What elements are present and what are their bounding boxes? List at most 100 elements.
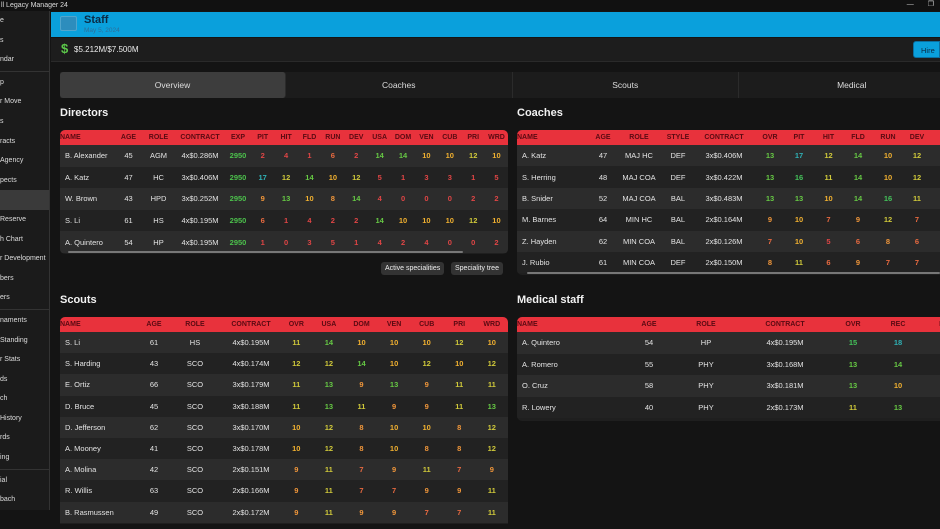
- column-header-role[interactable]: ROLE: [142, 130, 175, 145]
- sidebar-item[interactable]: naments: [0, 316, 27, 324]
- column-header-p[interactable]: P: [916, 317, 940, 332]
- table-row[interactable]: A. Quintero 54 HP 4x$0.195M 15 18: [517, 332, 940, 354]
- column-header-pit[interactable]: PIT: [251, 130, 275, 145]
- tab-medical[interactable]: Medical: [739, 72, 940, 98]
- sidebar-item[interactable]: ers: [0, 294, 10, 302]
- column-header-contract[interactable]: CONTRACT: [175, 130, 225, 145]
- column-header-rec[interactable]: REC: [880, 317, 916, 332]
- table-row[interactable]: W. Brown 43 HPD 3x$0.252M 2950 9 13 10 8 14 4 0 0 0 2 2: [60, 188, 508, 210]
- column-header-name[interactable]: NAME: [60, 130, 115, 145]
- sidebar-item[interactable]: r Development: [0, 255, 46, 263]
- column-header-usa[interactable]: USA: [367, 130, 392, 145]
- table-row[interactable]: A. Molina 42 SCO 2x$0.151M 9 11 7 9 11 7 9: [60, 459, 508, 481]
- column-header-ovr[interactable]: OVR: [280, 317, 313, 332]
- column-header-ven[interactable]: VEN: [414, 130, 439, 145]
- sidebar-item[interactable]: pects: [0, 176, 17, 184]
- column-header-hit[interactable]: HIT: [814, 130, 843, 145]
- column-header-age[interactable]: AGE: [115, 130, 142, 145]
- table-row[interactable]: S. Harding 43 SCO 4x$0.174M 12 12 14 10 12 10 12: [60, 353, 508, 375]
- sidebar-item[interactable]: ndar: [0, 56, 15, 64]
- table-row[interactable]: S. Li 61 HS 4x$0.195M 11 14 10 10 10 12 10: [60, 332, 508, 354]
- column-header-age[interactable]: AGE: [592, 130, 614, 145]
- column-header-run[interactable]: RUN: [321, 130, 345, 145]
- column-header-exp[interactable]: EXP: [225, 130, 251, 145]
- column-header-contract[interactable]: CONTRACT: [692, 130, 756, 145]
- column-header-style[interactable]: STYLE: [664, 130, 692, 145]
- column-header-hit[interactable]: HIT: [274, 130, 298, 145]
- sidebar-item[interactable]: ial: [0, 476, 8, 484]
- active-specialities-button[interactable]: Active specialities: [381, 262, 445, 275]
- column-header-pri[interactable]: PRI: [461, 130, 485, 145]
- column-header-name[interactable]: NAME: [517, 317, 630, 332]
- column-header-dom[interactable]: DOM: [391, 130, 415, 145]
- table-row[interactable]: A. Romero 55 PHY 3x$0.168M 13 14: [517, 353, 940, 375]
- column-header-role[interactable]: ROLE: [668, 317, 744, 332]
- column-header-run[interactable]: RUN: [873, 130, 903, 145]
- table-row[interactable]: D. Bruce 45 SCO 3x$0.188M 11 13 11 9 9 11 13: [60, 395, 508, 417]
- table-row[interactable]: A. Katz 47 HC 3x$0.406M 2950 17 12 14 10 12 5 1 3 3 1 5: [60, 166, 508, 189]
- table-row[interactable]: B. Snider 52 MAJ COA BAL 3x$0.483M 13 13 10 14 16…: [517, 187, 940, 210]
- table-row[interactable]: S. Herring 48 MAJ COA DEF 3x$0.422M 13 16 11 14 1…: [517, 166, 940, 188]
- column-header-wrd[interactable]: WRD: [484, 130, 508, 145]
- sidebar-item[interactable]: r Stats: [0, 356, 21, 364]
- sidebar-item[interactable]: Standing: [0, 336, 28, 344]
- column-header-usa[interactable]: USA: [312, 317, 346, 332]
- sidebar-item[interactable]: History: [0, 414, 22, 422]
- column-header-name[interactable]: NAME: [60, 317, 140, 332]
- sidebar-item[interactable]: p: [0, 78, 4, 86]
- column-header-ovr[interactable]: OVR: [756, 130, 784, 145]
- sidebar-item[interactable]: rds: [0, 434, 10, 442]
- column-header-age[interactable]: AGE: [140, 317, 168, 332]
- column-header-cub[interactable]: CUB: [438, 130, 462, 145]
- sidebar-item[interactable]: ch: [0, 395, 8, 403]
- sidebar-item[interactable]: s: [0, 36, 4, 44]
- column-header-name[interactable]: NAME: [517, 130, 592, 145]
- sidebar-item[interactable]: ing: [0, 454, 10, 462]
- table-row[interactable]: A. Katz 47 MAJ HC DEF 3x$0.406M 13 17 12 14 10 12: [517, 145, 940, 167]
- table-row[interactable]: B. Alexander 45 AGM 4x$0.286M 2950 2 4 1 6 2 14 14 1…: [60, 145, 508, 167]
- maximize-icon[interactable]: ❐: [927, 1, 934, 8]
- column-header-role[interactable]: ROLE: [168, 317, 222, 332]
- column-header-age[interactable]: AGE: [630, 317, 668, 332]
- sidebar-item[interactable]: Reserve: [0, 215, 27, 223]
- table-row[interactable]: R. Willis 63 SCO 2x$0.166M 9 11 7 7 9 9 11: [60, 480, 508, 502]
- table-row[interactable]: J. Rubio 61 MIN COA DEF 2x$0.150M 8 11 6 9 7 7: [517, 251, 940, 274]
- sidebar-item[interactable]: Agency: [0, 157, 24, 165]
- column-header-fld[interactable]: FLD: [843, 130, 873, 145]
- sidebar-item[interactable]: r Move: [0, 98, 22, 106]
- column-header-cub[interactable]: CUB: [410, 317, 443, 332]
- sidebar-item[interactable]: e: [0, 17, 4, 24]
- hire-button[interactable]: Hire: [913, 41, 940, 58]
- column-header-ven[interactable]: VEN: [377, 317, 411, 332]
- table-row[interactable]: A. Mooney 41 SCO 3x$0.178M 10 12 8 10 8 8 12: [60, 437, 508, 460]
- sidebar-item[interactable]: [0, 190, 49, 210]
- table-row[interactable]: O. Cruz 58 PHY 3x$0.181M 13 10: [517, 375, 940, 397]
- column-header-fld[interactable]: FLD: [297, 130, 322, 145]
- table-row[interactable]: Z. Hayden 62 MIN COA BAL 2x$0.126M 7 10 5 6 8 6: [517, 230, 940, 252]
- column-header-contract[interactable]: CONTRACT: [222, 317, 280, 332]
- column-header-role[interactable]: ROLE: [614, 130, 664, 145]
- directors-scrollbar[interactable]: [68, 251, 463, 253]
- minimize-icon[interactable]: —: [906, 1, 914, 8]
- sidebar-item[interactable]: racts: [0, 137, 16, 145]
- table-row[interactable]: M. Barnes 64 MIN HC BAL 2x$0.164M 9 10 7 9 12 7: [517, 209, 940, 231]
- table-row[interactable]: A. Quintero 54 HP 4x$0.195M 2950 1 0 3 5 1 4 2 4 0 0 2: [60, 231, 508, 253]
- column-header-dom[interactable]: DOM: [345, 317, 378, 332]
- sidebar-item[interactable]: bers: [0, 274, 14, 282]
- table-row[interactable]: R. Lowery 40 PHY 2x$0.173M 11 13: [517, 396, 940, 418]
- column-header-wrd[interactable]: WRD: [475, 317, 508, 332]
- table-row[interactable]: S. Li 61 HS 4x$0.195M 2950 6 1 4 2 2 14 10 10 10 12 10: [60, 209, 508, 232]
- column-header-contract[interactable]: CONTRACT: [744, 317, 826, 332]
- sidebar-item[interactable]: ds: [0, 375, 8, 383]
- sidebar-item[interactable]: bach: [0, 496, 16, 504]
- column-header-pit[interactable]: PIT: [784, 130, 814, 145]
- table-row[interactable]: D. Jefferson 62 SCO 3x$0.170M 10 12 8 10 10 8 12: [60, 416, 508, 438]
- sidebar-item[interactable]: h Chart: [0, 235, 23, 243]
- tab-scouts[interactable]: Scouts: [513, 72, 739, 98]
- sidebar-item[interactable]: s: [0, 117, 4, 125]
- tab-coaches[interactable]: Coaches: [286, 72, 513, 98]
- column-header-ovr[interactable]: OVR: [826, 317, 880, 332]
- table-row[interactable]: E. Ortiz 66 SCO 3x$0.179M 11 13 9 13 9 11 11: [60, 374, 508, 396]
- speciality-tree-button[interactable]: Speciality tree: [451, 262, 503, 275]
- tab-overview[interactable]: Overview: [60, 72, 286, 98]
